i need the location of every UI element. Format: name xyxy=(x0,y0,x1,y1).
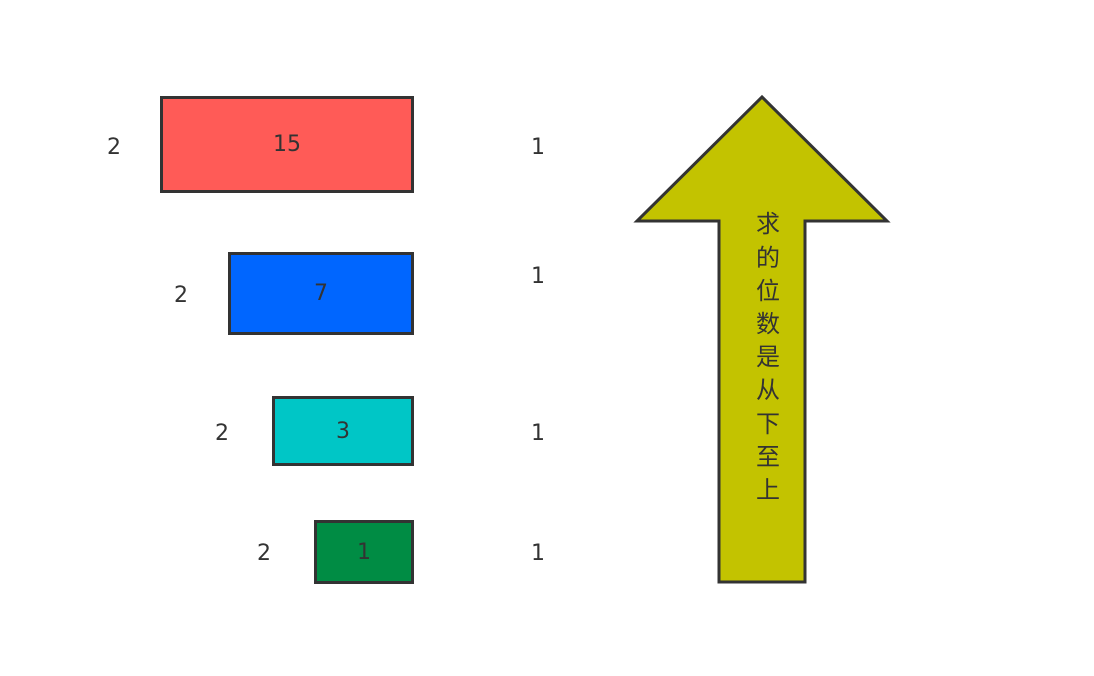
up-arrow-shape xyxy=(633,94,891,584)
row-4-value: 1 xyxy=(357,539,371,565)
row-3-box: 3 xyxy=(272,396,414,466)
row-3-left-label: 2 xyxy=(215,421,229,446)
row-4-right-label: 1 xyxy=(531,541,545,566)
row-3-right-label: 1 xyxy=(531,421,545,446)
arrow-text-char-4: 数 xyxy=(756,310,780,338)
row-4-box: 1 xyxy=(314,520,414,584)
arrow-text-char-5: 是 xyxy=(756,343,780,371)
arrow-text-char-3: 位 xyxy=(756,277,780,305)
row-1-left-label: 2 xyxy=(107,135,121,160)
row-2-box: 7 xyxy=(228,252,414,335)
row-1-box: 15 xyxy=(160,96,414,193)
arrow-text-char-1: 求 xyxy=(756,210,780,238)
row-2-right-label: 1 xyxy=(531,264,545,289)
row-4-left-label: 2 xyxy=(257,541,271,566)
row-2-left-label: 2 xyxy=(174,283,188,308)
arrow-text-char-9: 上 xyxy=(756,476,780,504)
arrow-text-char-2: 的 xyxy=(756,244,780,272)
arrow-text-char-7: 下 xyxy=(756,410,780,438)
arrow-text-char-8: 至 xyxy=(756,443,780,471)
arrow-text-char-6: 从 xyxy=(756,376,780,404)
row-2-value: 7 xyxy=(314,281,328,306)
row-3-value: 3 xyxy=(336,418,350,444)
row-1-value: 15 xyxy=(273,132,301,157)
row-1-right-label: 1 xyxy=(531,135,545,160)
